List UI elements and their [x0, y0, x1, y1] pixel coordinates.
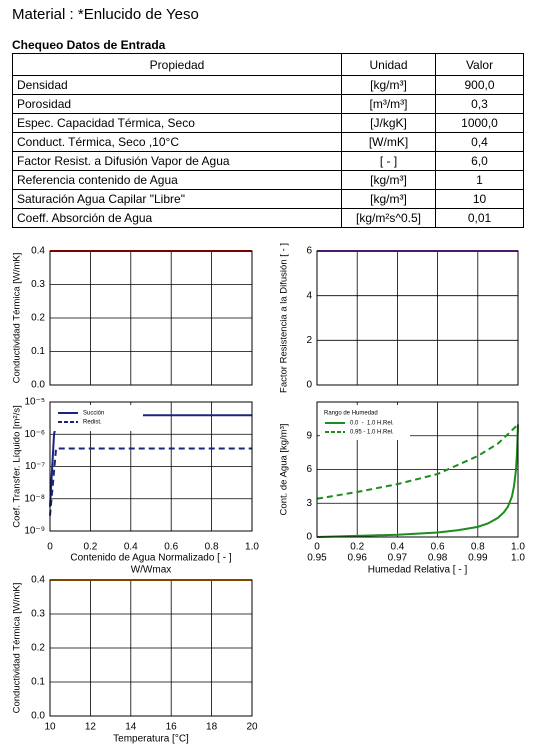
y-tick-label: 0.3	[31, 609, 45, 620]
y-tick-label: 0.4	[31, 246, 45, 257]
table-cell: 0,01	[435, 208, 524, 228]
x2-tick-label: 0.97	[388, 553, 408, 564]
x2-tick-label: 0.99	[468, 553, 488, 564]
x-axis-label: Temperatura [°C]	[113, 734, 189, 745]
x-tick-label: 0.4	[124, 542, 138, 553]
y-tick-label: 2	[306, 335, 312, 346]
plot-frame	[316, 401, 519, 538]
input-table: Propiedad Unidad Valor Densidad [kg/m³] 900,0…	[12, 53, 524, 228]
y-axis-label: Conductividad Térmica [W/mK]	[12, 583, 23, 714]
y-tick-label: 0.0	[31, 711, 45, 722]
table-cell: 0,4	[435, 132, 524, 152]
y-tick-label: 10⁻⁸	[24, 493, 45, 504]
y-tick-label: 10⁻⁷	[25, 461, 45, 472]
y-tick-label: 4	[306, 290, 312, 301]
y-tick-label: 0.2	[31, 643, 45, 654]
y-tick-label: 9	[306, 430, 312, 441]
x2-tick-label: 0.98	[428, 553, 448, 564]
plot-area	[317, 251, 518, 385]
y-tick-label: 0.2	[31, 313, 45, 324]
title: Material : *Enlucido de Yeso	[12, 6, 199, 23]
table-cell: 0,3	[435, 94, 524, 114]
table-cell: [ - ]	[341, 151, 436, 171]
y-tick-label: 0	[306, 380, 312, 391]
x2-tick-label: 0.95	[307, 553, 327, 564]
y-axis-label: Factor Resistencia a la Difusión [ - ]	[279, 243, 290, 393]
x-tick-label: 1.0	[511, 542, 525, 553]
x-tick-label: 0	[47, 542, 53, 553]
series-line	[49, 447, 252, 516]
x-tick-label: 0.6	[164, 542, 178, 553]
y-tick-label: 6	[306, 464, 312, 475]
table-row: Coeff. Absorción de Agua [kg/m²s^0.5] 0,01	[12, 208, 524, 228]
legend-title: Rango de Humedad	[324, 411, 378, 417]
y-axis-label: Coef. Transfer. Líquido [m²/s]	[12, 405, 23, 528]
y-tick-label: 0	[306, 532, 312, 543]
y-tick-label: 10⁻⁶	[24, 429, 45, 440]
table-cell: Factor Resist. a Difusión Vapor de Agua	[12, 151, 342, 171]
legend-label: Redist.	[83, 420, 102, 426]
series-line	[316, 424, 519, 538]
x-tick-label: 10	[44, 722, 56, 733]
plot-frame	[49, 401, 253, 532]
table-row: Saturación Agua Capilar "Libre" [kg/m³] 10	[12, 189, 524, 209]
x-axis-label: Contenido de Agua Normalizado [ - ]	[70, 553, 231, 564]
x-tick-label: 0.8	[205, 542, 219, 553]
x-tick-label: 18	[206, 722, 218, 733]
section-title: Chequeo Datos de Entrada	[12, 38, 166, 52]
legend-box	[53, 405, 143, 431]
y-tick-label: 3	[306, 498, 312, 509]
table-cell: 10	[435, 189, 524, 209]
x-tick-label: 14	[125, 722, 137, 733]
table-cell: Saturación Agua Capilar "Libre"	[12, 189, 342, 209]
plot-frame	[49, 579, 253, 717]
x-tick-label: 0.4	[390, 542, 404, 553]
y-tick-label: 0.0	[31, 380, 45, 391]
table-row: Espec. Capacidad Térmica, Seco [J/kgK] 100…	[12, 113, 524, 133]
y-tick-label: 10⁻⁵	[24, 397, 45, 408]
y-tick-label: 0.4	[31, 575, 45, 586]
x-tick-label: 0.2	[83, 542, 97, 553]
x-tick-label: 20	[246, 722, 258, 733]
x-tick-label: 0	[314, 542, 320, 553]
legend-label: 0.95 - 1.0 H.Rel.	[350, 430, 394, 436]
plot-frame	[316, 250, 519, 386]
x-tick-label: 0.6	[431, 542, 445, 553]
legend-label: Succión	[83, 411, 104, 417]
table-cell: Coeff. Absorción de Agua	[12, 208, 342, 228]
plot-frame	[49, 250, 253, 386]
y-tick-label: 0.3	[31, 279, 45, 290]
x-tick-label: 12	[85, 722, 97, 733]
x-tick-label: 16	[166, 722, 178, 733]
x-axis-unit: W/Wmax	[131, 565, 172, 576]
y-tick-label: 0.1	[31, 677, 45, 688]
table-cell: [kg/m³]	[341, 189, 436, 209]
x-tick-label: 0.2	[350, 542, 364, 553]
x-tick-label: 0.8	[471, 542, 485, 553]
x2-tick-label: 1.0	[511, 553, 525, 564]
legend-label: 0.0 - 1.0 H.Rel.	[350, 421, 394, 427]
x-axis-label: Humedad Relativa [ - ]	[368, 565, 468, 576]
y-tick-label: 0.1	[31, 346, 45, 357]
table-row: Referencia contenido de Agua [kg/m³] 1	[12, 170, 524, 190]
x-tick-label: 1.0	[245, 542, 259, 553]
series-line	[316, 423, 519, 500]
y-axis-label: Cont. de Agua [kg/m³]	[279, 424, 290, 516]
x2-tick-label: 0.96	[347, 553, 367, 564]
y-axis-label: Conductividad Térmica [W/mK]	[12, 253, 23, 384]
y-tick-label: 6	[306, 246, 312, 257]
y-tick-label: 10⁻⁹	[24, 526, 45, 537]
